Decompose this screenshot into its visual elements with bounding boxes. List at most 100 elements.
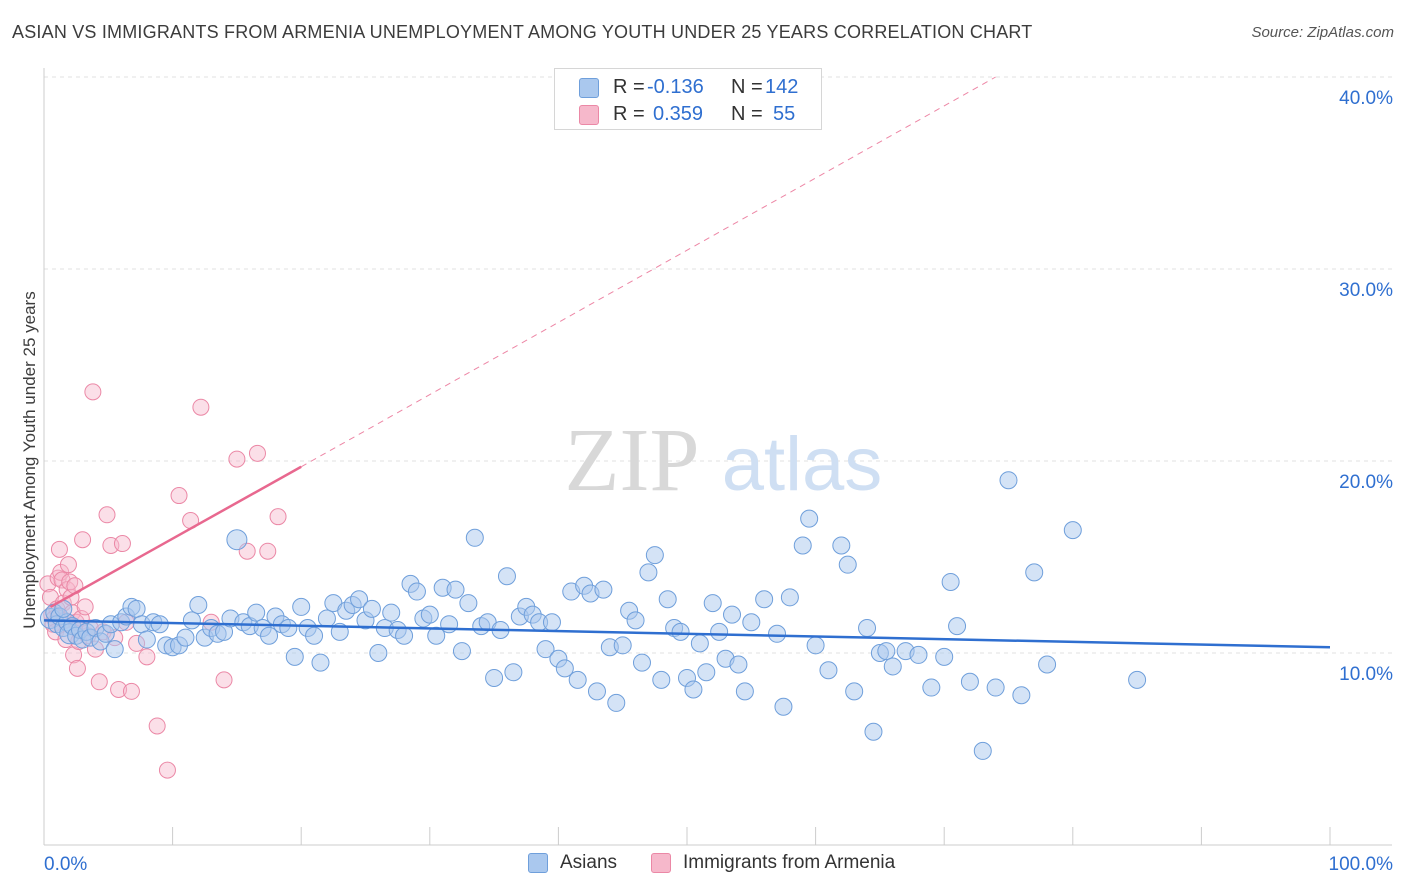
asians-point — [260, 626, 279, 645]
armenia-point — [148, 717, 166, 735]
asians-point — [658, 590, 677, 609]
armenia-point — [90, 673, 108, 691]
asians-point — [941, 572, 960, 591]
armenia-point — [68, 659, 86, 677]
asians-point — [838, 555, 857, 574]
asians-point — [1063, 521, 1082, 540]
x-tick-label: 0.0% — [44, 854, 87, 875]
asians-point — [780, 588, 799, 607]
legend-r-value-armenia: 0.359 — [653, 103, 704, 125]
armenia-point — [50, 540, 68, 558]
asians-point — [973, 741, 992, 760]
asians-point — [362, 599, 381, 618]
source-label: Source: ZipAtlas.com — [1251, 24, 1394, 41]
asians-point — [1012, 686, 1031, 705]
asians-point — [793, 536, 812, 555]
asians-point — [369, 644, 388, 662]
armenia-point — [138, 648, 156, 666]
asians-point — [800, 509, 819, 528]
armenia-swatch — [651, 853, 671, 873]
trend-lines — [43, 76, 1331, 649]
asians-point — [176, 628, 195, 647]
armenia-point — [84, 383, 102, 401]
asians-point — [407, 582, 426, 601]
asians-point — [594, 580, 613, 599]
asians-point — [703, 594, 722, 613]
legend-label-asians: Asians — [560, 852, 618, 873]
series-asians-points — [39, 471, 1147, 760]
armenia-point — [65, 646, 83, 664]
armenia-point — [98, 506, 116, 524]
asians-point — [845, 682, 864, 701]
armenia-point — [76, 598, 94, 616]
asians-point — [690, 634, 709, 653]
asians-point — [311, 653, 330, 672]
asians-point — [127, 599, 146, 618]
asians-point — [465, 528, 484, 547]
armenia-point — [259, 542, 277, 560]
asians-point — [735, 682, 754, 701]
asians-point — [922, 678, 941, 697]
armenia-trend-extension — [300, 76, 996, 468]
asians-point — [935, 647, 954, 666]
asians-point — [806, 636, 825, 655]
armenia-point — [39, 575, 57, 593]
asians-point — [150, 615, 169, 634]
asians-point — [1128, 670, 1147, 689]
armenia-point — [248, 444, 266, 462]
legend-n-value-asians: 142 — [765, 76, 799, 98]
asians-point — [883, 657, 902, 676]
asians-point — [382, 603, 401, 622]
asians-point — [285, 647, 304, 666]
asians-point — [774, 697, 793, 716]
armenia-point — [192, 398, 210, 416]
grid-lines — [44, 76, 1392, 654]
armenia-point — [110, 680, 128, 698]
armenia-trend-line — [49, 465, 302, 609]
asians-swatch — [579, 78, 599, 98]
asians-point — [639, 563, 658, 582]
asians-point — [542, 613, 561, 632]
asians-point — [420, 605, 439, 624]
asians-point — [742, 613, 761, 632]
x-tick-label: 100.0% — [1329, 854, 1394, 875]
watermark-atlas: atlas — [722, 422, 883, 507]
armenia-point — [122, 682, 140, 700]
asians-point — [485, 668, 504, 687]
asians-point — [105, 640, 124, 659]
legend-n-label: N = — [731, 76, 763, 98]
asians-point — [832, 536, 851, 555]
asians-point — [755, 590, 774, 609]
y-tick-label: 20.0% — [1339, 472, 1393, 493]
watermark-zip: ZIP — [565, 411, 700, 510]
asians-point — [226, 529, 248, 551]
asians-point — [729, 655, 748, 674]
asians-swatch — [528, 853, 548, 873]
asians-point — [279, 619, 298, 638]
legend-r-value-asians: -0.136 — [647, 76, 704, 98]
y-axis-label: Unemployment Among Youth under 25 years — [20, 291, 39, 629]
asians-point — [247, 603, 266, 622]
asians-point — [587, 682, 606, 701]
asians-trend-line — [43, 619, 1331, 649]
legend-r-label: R = — [613, 76, 645, 98]
tick-labels: 10.0% 20.0% 30.0% 40.0% 0.0% 100.0% — [44, 88, 1393, 875]
asians-point — [1025, 563, 1044, 582]
armenia-point — [269, 508, 287, 526]
asians-point — [137, 630, 156, 649]
asians-point — [652, 670, 671, 689]
asians-point — [568, 670, 587, 689]
armenia-point — [74, 531, 92, 549]
series-armenia-points — [39, 383, 287, 779]
asians-point — [858, 619, 877, 638]
y-tick-label: 30.0% — [1339, 280, 1393, 301]
asians-point — [555, 659, 574, 678]
armenia-point — [170, 487, 188, 505]
asians-point — [613, 636, 632, 655]
chart-title: ASIAN VS IMMIGRANTS FROM ARMENIA UNEMPLO… — [12, 22, 1033, 42]
asians-point — [626, 611, 645, 630]
legend-n-value-armenia: 55 — [773, 103, 796, 125]
y-tick-label: 40.0% — [1339, 88, 1393, 109]
asians-point — [395, 626, 414, 645]
